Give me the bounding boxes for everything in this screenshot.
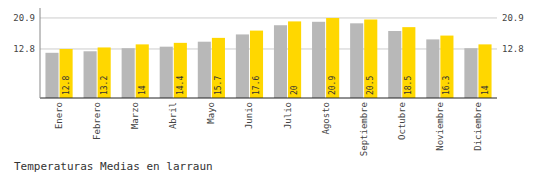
bar [236,34,249,98]
bar [464,48,477,98]
data-label: 15.7 [214,76,223,95]
x-tick-label: Octubre [397,102,407,140]
data-label: 14 [481,85,490,95]
data-label: 20 [290,85,299,95]
bar [174,43,187,98]
data-label: 16.3 [442,76,451,95]
bar [84,51,97,98]
x-tick-label: Noviembre [435,102,445,151]
data-label: 17.6 [252,76,261,95]
bar [45,53,58,98]
x-axis-line [40,98,497,99]
bar [388,31,401,98]
bar [426,39,439,98]
x-tick-label: Julio [283,102,293,129]
bar [326,18,339,98]
data-label: 14 [138,85,147,95]
bar [98,47,111,98]
x-tick-label: Abril [168,102,178,129]
bar [288,21,301,98]
bar [440,36,453,98]
x-tick-label: Febrero [92,102,102,140]
data-label: 12.8 [62,76,71,95]
bar [60,49,73,98]
bar [136,44,149,98]
bars [45,18,491,98]
bar [402,27,415,98]
bar [312,22,325,98]
data-label: 18.5 [404,76,413,95]
grid-line [40,17,497,18]
x-tick-label: Diciembre [473,102,483,151]
bar [364,19,377,98]
y-tick-label-right: 20.9 [502,13,524,23]
chart-container: 12.8 12.8 20.9 20.9 12.8 13.2 14 14.4 15.7 17.6 20… [0,0,537,174]
bar [160,47,173,98]
x-tick-label: Marzo [130,102,140,129]
bar [350,23,363,98]
x-tick-label: Agosto [321,102,331,135]
chart: 12.8 12.8 20.9 20.9 12.8 13.2 14 14.4 15.7 17.6 20… [0,0,537,174]
y-tick-label-right: 12.8 [502,44,524,54]
data-label: 13.2 [100,76,109,95]
bar [212,38,225,98]
data-label: 20.9 [328,76,337,95]
y-tick-label: 20.9 [13,13,35,23]
x-tick-label: Mayo [206,102,216,124]
x-tick-label: Septiembre [359,102,369,156]
x-tick-label: Enero [54,102,64,129]
y-tick-label: 12.8 [13,44,35,54]
title: Temperaturas Medias en larraun [14,160,213,173]
bar [478,44,491,98]
bar [122,48,135,98]
data-label: 20.5 [366,76,375,95]
bar [274,25,287,98]
data-label: 14.4 [176,76,185,95]
page: {"chart_data": {"type": "bar", "title": … [0,0,537,174]
bar [250,31,263,98]
y-axis-line [40,8,41,98]
bar [198,42,211,98]
x-tick-label: Junio [244,102,254,129]
